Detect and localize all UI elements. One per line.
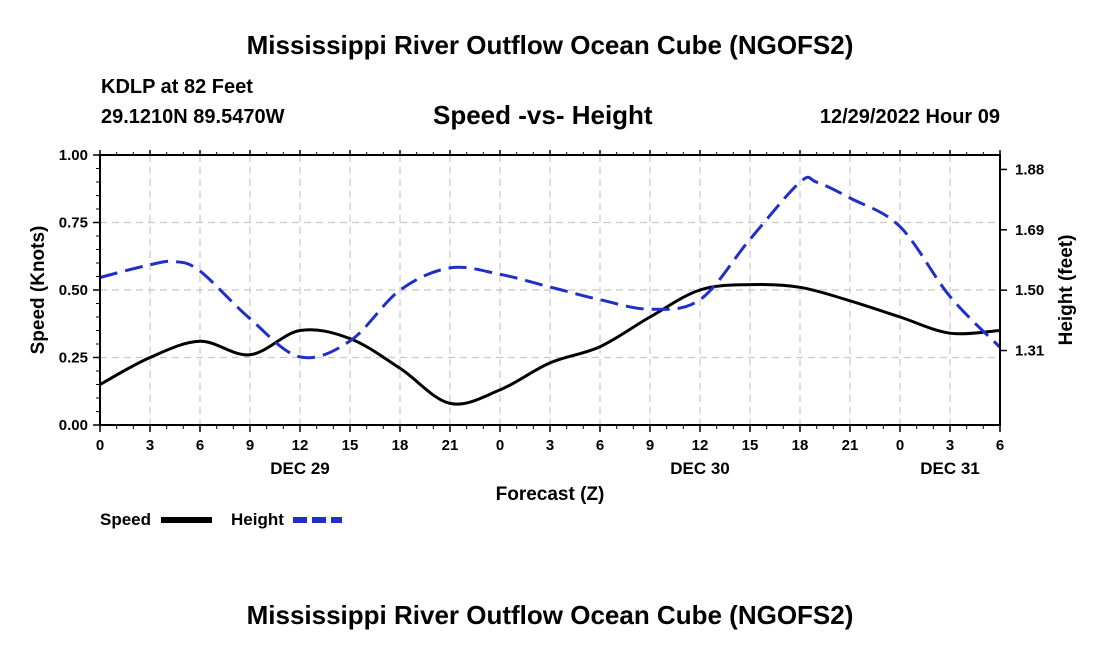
x-tick-label-8: 0: [496, 437, 504, 454]
x-tick-label-12: 12: [692, 437, 709, 454]
y-axis-title: Speed (Knots): [28, 226, 49, 355]
y-tick-label-4: 1.00: [59, 147, 88, 164]
x-tick-label-1: 3: [146, 437, 154, 454]
x-tick-label-10: 6: [596, 437, 604, 454]
y2-axis-title: Height (feet): [1056, 235, 1077, 346]
y2-tick-label-1: 1.50: [1015, 282, 1044, 299]
coordinates-label: 29.1210N 89.5470W: [101, 106, 285, 128]
footer-title: Mississippi River Outflow Ocean Cube (NG…: [246, 600, 854, 630]
x-tick-label-5: 15: [342, 437, 359, 454]
x-tick-label-4: 12: [292, 437, 309, 454]
x-tick-label-13: 15: [742, 437, 759, 454]
y2-tick-label-3: 1.88: [1015, 161, 1044, 178]
legend-height-label: Height: [231, 510, 284, 529]
legend: Speed Height: [100, 510, 342, 529]
x-axis-title: Forecast (Z): [496, 484, 605, 505]
y2-tick-label-2: 1.69: [1015, 222, 1044, 239]
series-line-speed: [99, 282, 1001, 406]
date-label-0: DEC 29: [270, 459, 330, 478]
date-label-1: DEC 30: [670, 459, 730, 478]
x-tick-label-14: 18: [792, 437, 809, 454]
timestamp-label: 12/29/2022 Hour 09: [819, 106, 1000, 128]
y-tick-label-1: 0.25: [59, 350, 88, 367]
x-tick-label-0: 0: [96, 437, 104, 454]
station-label: KDLP at 82 Feet: [101, 76, 253, 98]
x-tick-label-7: 21: [442, 437, 459, 454]
y-tick-label-3: 0.75: [59, 215, 88, 232]
legend-speed-label: Speed: [100, 510, 151, 529]
date-label-2: DEC 31: [920, 459, 980, 478]
x-tick-label-17: 3: [946, 437, 954, 454]
grid-lines: [100, 155, 1000, 425]
chart-subtitle: Speed -vs- Height: [433, 100, 653, 130]
x-tick-label-2: 6: [196, 437, 204, 454]
x-tick-label-9: 3: [546, 437, 554, 454]
chart-title-main: Mississippi River Outflow Ocean Cube (NG…: [246, 30, 854, 60]
x-tick-label-16: 0: [896, 437, 904, 454]
series-layer: [99, 175, 1002, 406]
x-tick-label-6: 18: [392, 437, 409, 454]
x-tick-label-15: 21: [842, 437, 859, 454]
y-tick-label-2: 0.50: [59, 282, 88, 299]
x-tick-label-11: 9: [646, 437, 654, 454]
x-tick-label-18: 6: [996, 437, 1004, 454]
y-tick-label-0: 0.00: [59, 417, 88, 434]
y2-tick-label-0: 1.31: [1015, 343, 1044, 360]
axis-labels: 0 3 6 9 12 15 18 21 0 3 6 9 12 15 18 21 0 3 6 DEC 29 DEC 30 D…: [28, 147, 1077, 505]
axis-ticks: [93, 150, 1007, 432]
x-tick-label-3: 9: [246, 437, 254, 454]
